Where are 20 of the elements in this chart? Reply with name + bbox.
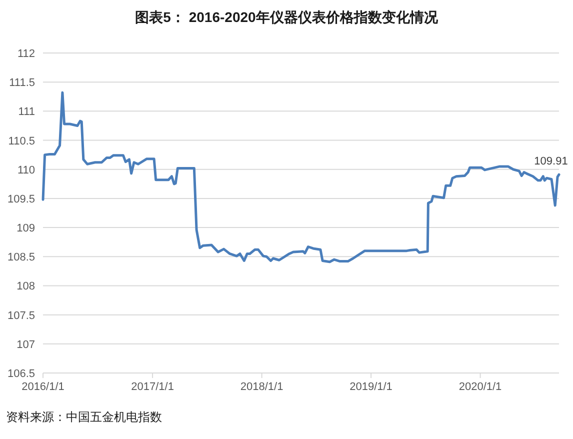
x-tick-label: 2018/1/1 xyxy=(240,381,284,393)
y-tick-label: 112 xyxy=(17,48,35,60)
text: 资料来源：中国五金机电指数 xyxy=(6,410,162,424)
chart-title: 图表5： 2016-2020年仪器仪表价格指数变化情况 xyxy=(135,9,439,25)
y-tick-label: 107.5 xyxy=(7,310,35,322)
x-tick-label: 2016/1/1 xyxy=(22,381,64,393)
y-tick-label: 110.5 xyxy=(8,135,35,148)
x-tick-label: 2017/1/1 xyxy=(131,381,174,393)
y-tick-label: 111 xyxy=(18,106,35,118)
data-label: 109.91 xyxy=(534,156,568,168)
y-tick-label: 107 xyxy=(16,338,35,351)
y-tick-label: 111.5 xyxy=(9,77,35,90)
x-tick-label: 2020/1/1 xyxy=(458,381,502,393)
y-tick-label: 108.5 xyxy=(7,252,35,264)
y-tick-label: 110 xyxy=(17,164,35,176)
y-tick-label: 108 xyxy=(16,280,35,293)
y-tick-label: 106.5 xyxy=(7,368,35,380)
y-tick-label: 109 xyxy=(16,222,35,235)
y-tick-label: 109.5 xyxy=(7,193,35,206)
x-tick-label: 2019/1/1 xyxy=(350,381,392,393)
